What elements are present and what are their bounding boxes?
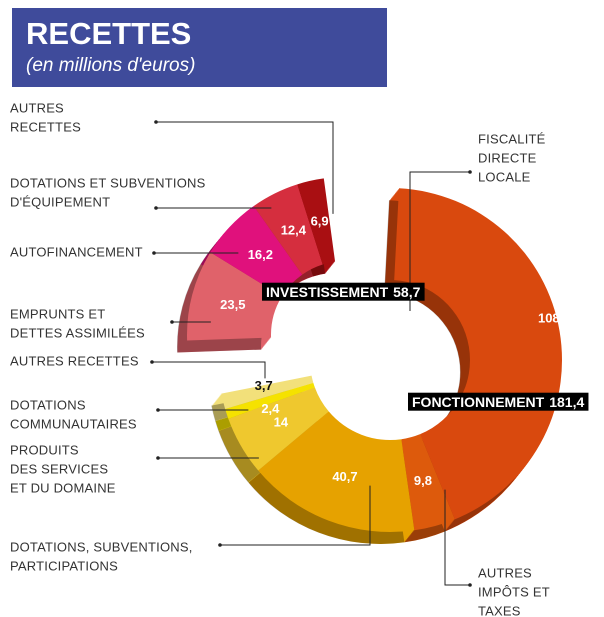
value-label: 12,4 [281, 223, 307, 238]
category-label: DOTATIONS ET SUBVENTIONS [10, 175, 206, 190]
slice [394, 188, 562, 520]
leader-dot [170, 320, 174, 324]
value-label: 16,2 [248, 247, 273, 262]
slice [221, 375, 314, 410]
category-label: RECETTES [10, 119, 81, 134]
category-label: AUTRES [478, 565, 532, 580]
leader-dot [468, 170, 472, 174]
value-label: 23,5 [220, 297, 245, 312]
leader-dot [156, 408, 160, 412]
category-label: AUTOFINANCEMENT [10, 244, 143, 259]
category-label: PRODUITS [10, 442, 79, 457]
category-label: AUTRES [10, 100, 64, 115]
category-label: DOTATIONS [10, 397, 86, 412]
leader-line [220, 485, 371, 546]
leader-dot [154, 120, 158, 124]
value-label: 40,7 [332, 469, 357, 484]
leader-dot [156, 456, 160, 460]
value-label: 2,4 [261, 401, 280, 416]
group-total: 181,4 [549, 394, 584, 410]
category-label: EMPRUNTS ET [10, 306, 105, 321]
leader-line [409, 171, 470, 312]
leader-dot [218, 543, 222, 547]
group-total: 58,7 [393, 284, 420, 300]
leader-dot [150, 360, 154, 364]
leader-dot [468, 583, 472, 587]
leader-dot [154, 206, 158, 210]
category-label: IMPÔTS ET [478, 584, 550, 599]
leader-line [156, 121, 334, 214]
group-label-box [262, 282, 425, 301]
title-box [12, 8, 387, 87]
value-label: 14 [274, 414, 289, 429]
category-label: DIRECTE [478, 150, 537, 165]
category-label: DES SERVICES [10, 461, 108, 476]
group-label: INVESTISSEMENT 58,7 [266, 284, 421, 300]
category-label: ET DU DOMAINE [10, 480, 116, 495]
category-label: TAXES [478, 603, 521, 617]
category-label: PARTICIPATIONS [10, 558, 118, 573]
category-label: LOCALE [478, 169, 531, 184]
category-label: DETTES ASSIMILÉES [10, 325, 145, 340]
slices [187, 178, 562, 532]
group-name: INVESTISSEMENT [266, 284, 389, 300]
group-name: FONCTIONNEMENT [412, 394, 545, 410]
slice [228, 387, 329, 471]
slice [258, 411, 415, 532]
slice [297, 178, 336, 265]
chart-title: RECETTES [26, 16, 191, 51]
value-label: 6,9 [311, 213, 329, 228]
value-label: 108,4 [538, 310, 571, 325]
group-label-box [408, 392, 589, 411]
slice [401, 434, 455, 531]
group-label: FONCTIONNEMENT 181,4 [412, 394, 584, 410]
category-label: FISCALITÉ [478, 131, 546, 146]
value-label: 3,7 [255, 378, 273, 393]
leader-dot [152, 251, 156, 255]
slice [253, 184, 323, 275]
chart-subtitle: (en millions d'euros) [26, 55, 195, 76]
value-label: 9,8 [414, 473, 432, 488]
category-label: COMMUNAUTAIRES [10, 416, 137, 431]
category-label: AUTRES RECETTES [10, 353, 139, 368]
leaders [150, 120, 472, 587]
labels: 23,5 EMPRUNTS ET DETTES ASSIMILÉES 16,2 AUTO… [10, 100, 589, 617]
category-label: DOTATIONS, SUBVENTIONS, [10, 539, 193, 554]
slice [210, 206, 303, 297]
leader-line [152, 361, 266, 379]
category-label: D'ÉQUIPEMENT [10, 194, 110, 209]
slice [187, 252, 282, 341]
leader-line [444, 489, 470, 586]
